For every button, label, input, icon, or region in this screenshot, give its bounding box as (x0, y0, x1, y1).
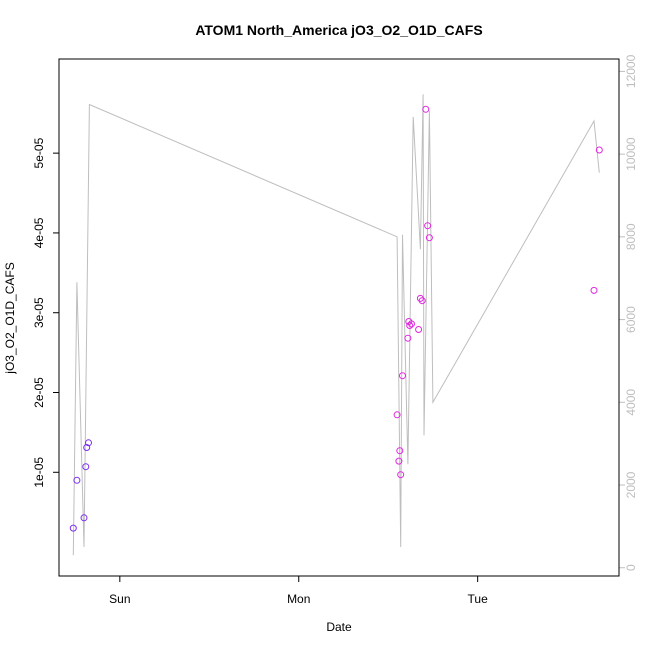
data-point (424, 222, 432, 230)
data-point (415, 326, 423, 333)
plot-frame (58, 58, 620, 577)
x-tick-label: Sun (109, 592, 130, 606)
data-point (393, 411, 401, 419)
data-point (395, 457, 403, 465)
y-tick-label: 4e-05 (32, 217, 46, 248)
y2-tick-label: 12000 (624, 54, 638, 88)
y-tick-label: 5e-05 (32, 137, 46, 168)
y-tick-label: 3e-05 (32, 297, 46, 328)
data-point (404, 334, 412, 342)
data-point (397, 471, 405, 479)
x-tick-label: Tue (468, 592, 489, 606)
data-point (69, 524, 77, 532)
altitude-line (72, 94, 600, 556)
data-point (80, 514, 88, 522)
chart-title: ATOM1 North_America jO3_O2_O1D_CAFS (195, 22, 482, 38)
y-tick-label: 1e-05 (32, 457, 46, 488)
y2-tick-label: 8000 (624, 223, 638, 250)
y2-tick-label: 6000 (624, 306, 638, 333)
data-point (408, 320, 415, 328)
data-point (85, 439, 92, 447)
data-point (406, 322, 414, 329)
data-point (82, 463, 90, 471)
data-point (73, 476, 81, 484)
data-point (396, 447, 404, 455)
data-point (595, 146, 603, 154)
y-tick-label: 2e-05 (32, 377, 46, 408)
data-point (416, 294, 424, 302)
y-axis-label: jO3_O2_O1D_CAFS (3, 262, 17, 374)
y2-tick-label: 2000 (624, 471, 638, 498)
y2-tick-label: 10000 (624, 137, 638, 171)
axes-layer: Sun Mon Tue 1e-05 2e-05 3e-05 4e-05 5e-05 0 2000 4… (32, 54, 638, 606)
x-tick-label: Mon (287, 592, 310, 606)
altitude-line-layer (72, 94, 600, 556)
data-point (418, 297, 426, 305)
data-point (83, 444, 91, 451)
data-point (590, 286, 598, 294)
data-point (399, 372, 406, 380)
data-point (425, 234, 433, 242)
x-axis-label: Date (326, 620, 352, 634)
y2-tick-label: 4000 (624, 389, 638, 416)
points-layer (69, 105, 603, 532)
y2-tick-label: 0 (624, 564, 638, 571)
data-point (422, 105, 430, 113)
